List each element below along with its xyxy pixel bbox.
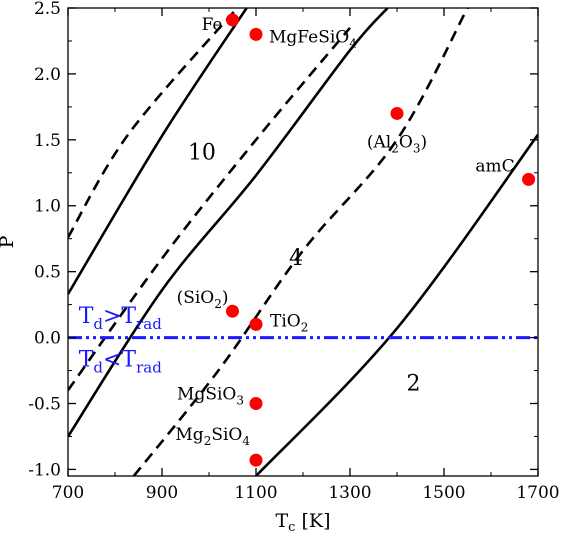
- region-label-0-part-0: T: [79, 304, 94, 329]
- labels-layer: FeMgFeSiO4(Al2O3)amC(SiO2)TiO2MgSiO3Mg2S…: [79, 15, 515, 448]
- point-label-7-part-2: SiO: [211, 425, 242, 445]
- point-label-2-part-0: (Al: [367, 132, 391, 152]
- plot-frame: [67, 7, 539, 477]
- dashed-curve-0: [68, 8, 239, 239]
- region-label-0: Td>Trad: [79, 304, 163, 333]
- y-tick-label: 1.5: [34, 131, 61, 151]
- y-tick-label: 0.5: [34, 263, 61, 283]
- curve-label-0: 10: [188, 141, 216, 166]
- point-label-4: (SiO2): [177, 288, 229, 311]
- x-axis-title-main: T: [275, 510, 288, 532]
- dashed-curve-4: [132, 8, 469, 476]
- data-point: [249, 453, 263, 467]
- x-tick-label: 1300: [328, 483, 371, 503]
- point-label-0-part-0: Fe: [202, 15, 223, 35]
- point-label-2-part-3: 3: [413, 141, 421, 155]
- x-tick-label: 1700: [516, 483, 559, 503]
- dashed-curve-2: [68, 26, 351, 392]
- data-point: [249, 396, 263, 410]
- point-label-4-part-0: (SiO: [177, 288, 215, 308]
- data-point: [226, 13, 239, 27]
- y-tick-label: 0.0: [34, 329, 61, 349]
- point-label-2-part-1: 2: [391, 141, 399, 155]
- x-tick-label: 1500: [422, 483, 465, 503]
- data-point: [249, 27, 263, 41]
- point-label-2-part-2: O: [399, 132, 413, 152]
- point-label-2: (Al2O3): [367, 132, 427, 155]
- y-axis-title: P: [0, 235, 18, 248]
- point-label-2-part-4: ): [420, 132, 427, 152]
- data-point: [249, 317, 263, 331]
- point-label-0: Fe: [202, 15, 223, 35]
- x-axis-title-unit: [K]: [295, 510, 330, 532]
- region-label-1-part-1: d: [93, 359, 103, 377]
- region-label-0-part-3: rad: [136, 315, 162, 333]
- region-label-0-part-2: >T: [103, 304, 136, 329]
- y-tick-label: 1.0: [34, 197, 61, 217]
- data-point: [390, 106, 404, 120]
- point-label-1: MgFeSiO4: [269, 27, 357, 50]
- y-tick-label: -0.5: [28, 394, 61, 414]
- point-label-7: Mg2SiO4: [175, 425, 250, 448]
- data-point: [522, 172, 536, 186]
- region-label-1-part-2: <T: [103, 348, 136, 373]
- region-label-1-part-3: rad: [136, 359, 162, 377]
- region-label-0-part-1: d: [93, 315, 103, 333]
- solid-curve-5: [255, 133, 538, 476]
- curve-label-2: 2: [406, 371, 420, 396]
- point-label-3: amC: [475, 156, 514, 176]
- solid-curve-3: [68, 8, 389, 438]
- x-axis-title: Tc [K]: [275, 510, 330, 535]
- point-label-6-part-0: MgSiO: [177, 384, 236, 404]
- points-layer: [226, 13, 536, 467]
- point-label-5-part-0: TiO: [270, 311, 301, 331]
- y-tick-label: 2.5: [34, 0, 61, 19]
- point-label-5-part-1: 2: [301, 320, 309, 334]
- curves-layer: [68, 8, 538, 476]
- point-label-7-part-1: 2: [204, 434, 212, 448]
- x-tick-label: 700: [52, 483, 84, 503]
- point-label-5: TiO2: [270, 311, 308, 334]
- point-label-7-part-3: 4: [242, 434, 250, 448]
- curve-label-1: 4: [289, 246, 303, 271]
- point-label-6: MgSiO3: [177, 384, 244, 407]
- data-point: [226, 304, 239, 318]
- point-label-1-part-0: MgFeSiO: [269, 27, 349, 47]
- point-label-7-part-0: Mg: [175, 425, 203, 445]
- x-axis-title-sub: c: [288, 520, 295, 535]
- point-label-1-part-1: 4: [349, 36, 357, 50]
- ticks-layer: 700 900 1100 1300 1500 1700 -1.0 -0.5 0.0 0.5 1.0 1…: [28, 0, 559, 503]
- y-tick-label: -1.0: [28, 460, 61, 480]
- region-label-1-part-0: T: [79, 348, 94, 373]
- point-label-4-part-1: 2: [214, 297, 222, 311]
- point-label-3-part-0: amC: [475, 156, 514, 176]
- x-tick-label: 900: [146, 483, 178, 503]
- point-label-6-part-1: 3: [236, 393, 244, 407]
- x-tick-label: 1100: [234, 483, 277, 503]
- point-label-4-part-2: ): [222, 288, 229, 308]
- solid-curve-1: [68, 8, 248, 295]
- y-tick-label: 2.0: [34, 65, 61, 85]
- region-label-1: Td<Trad: [79, 348, 163, 377]
